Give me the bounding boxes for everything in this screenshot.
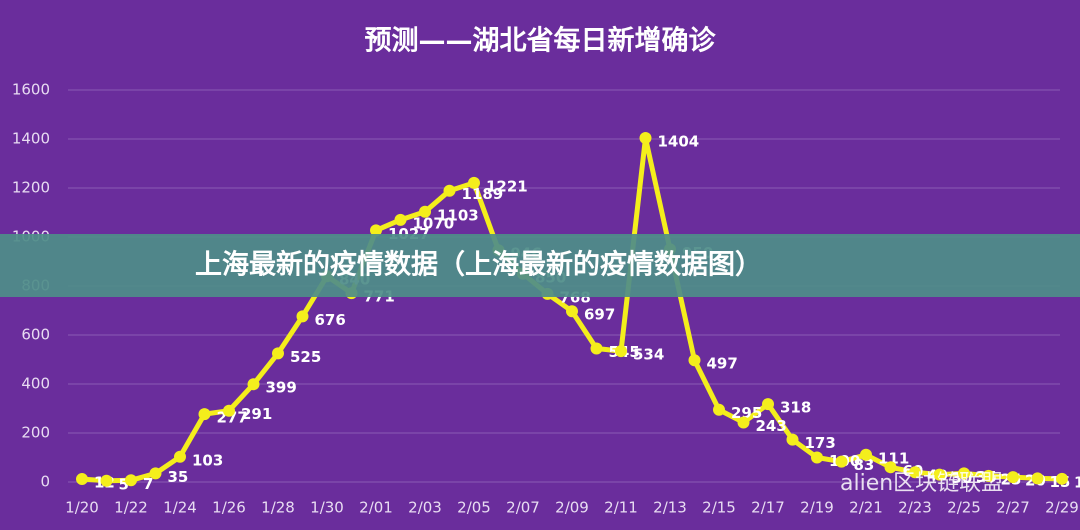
y-tick-label: 1400 — [12, 130, 50, 148]
point — [198, 408, 211, 421]
value-label: 173 — [805, 434, 836, 452]
point — [982, 469, 995, 482]
x-tick-label: 1/30 — [310, 499, 344, 517]
x-tick-label: 2/03 — [408, 499, 442, 517]
point — [615, 345, 627, 358]
value-label: 111 — [878, 449, 909, 467]
point — [149, 467, 162, 480]
x-tick-label: 2/13 — [653, 499, 687, 517]
x-tick-label: 2/23 — [898, 499, 932, 517]
x-tick-label: 2/05 — [457, 499, 491, 517]
x-tick-label: 1/28 — [261, 499, 295, 517]
value-label: 534 — [633, 346, 664, 364]
point — [884, 461, 897, 474]
value-label: 525 — [290, 348, 321, 366]
point — [76, 473, 88, 486]
value-label: 676 — [315, 311, 346, 329]
point — [762, 398, 774, 411]
point — [272, 347, 284, 360]
point — [566, 305, 578, 318]
watermark: alien区块链联盟 — [840, 471, 1003, 496]
y-tick-label: 200 — [21, 424, 50, 442]
point — [125, 474, 137, 487]
point — [811, 451, 823, 464]
point — [835, 455, 848, 468]
point — [468, 176, 480, 189]
x-tick-label: 2/21 — [849, 499, 883, 517]
value-label: 1189 — [462, 185, 504, 203]
point — [737, 416, 750, 429]
y-tick-label: 1600 — [12, 81, 50, 99]
point — [909, 466, 921, 479]
x-tick-label: 2/09 — [555, 499, 589, 517]
value-label: 103 — [192, 451, 223, 469]
value-label: 35 — [168, 468, 189, 486]
value-label: 5 — [119, 475, 129, 493]
chart-title: 预测——湖北省每日新增确诊 — [365, 25, 717, 57]
value-label: 697 — [584, 306, 615, 324]
point — [296, 310, 309, 323]
value-label: 1070 — [413, 214, 455, 232]
x-tick-label: 2/01 — [359, 499, 393, 517]
point — [419, 205, 431, 218]
point — [688, 354, 701, 367]
point — [1056, 472, 1068, 485]
point — [223, 404, 235, 417]
point — [443, 184, 456, 197]
point — [1031, 472, 1044, 485]
x-tick-label: 1/22 — [114, 499, 148, 517]
x-tick-label: 2/17 — [751, 499, 785, 517]
y-tick-label: 600 — [21, 326, 50, 344]
value-label: 295 — [731, 404, 762, 422]
point — [590, 342, 603, 355]
banner-bg — [0, 234, 1080, 297]
x-tick-label: 2/11 — [604, 499, 638, 517]
y-tick-label: 1200 — [12, 179, 50, 197]
y-tick-label: 0 — [40, 473, 50, 491]
point — [639, 132, 652, 145]
x-tick-label: 2/19 — [800, 499, 834, 517]
point — [860, 448, 872, 461]
value-label: 13 — [1074, 473, 1080, 491]
x-tick-label: 1/26 — [212, 499, 246, 517]
value-label: 1221 — [486, 177, 528, 195]
point — [174, 450, 186, 463]
point — [370, 224, 382, 237]
x-tick-label: 2/07 — [506, 499, 540, 517]
value-label: 1404 — [658, 133, 700, 151]
x-tick-label: 1/20 — [65, 499, 99, 517]
value-label: 291 — [241, 405, 272, 423]
banner: 上海最新的疫情数据（上海最新的疫情数据图） — [195, 249, 762, 281]
point — [247, 378, 260, 391]
value-label: 497 — [707, 355, 738, 373]
value-label: 1103 — [437, 206, 479, 224]
value-label: 399 — [266, 379, 297, 397]
x-tick-label: 1/24 — [163, 499, 197, 517]
x-tick-label: 2/27 — [996, 499, 1030, 517]
value-label: 318 — [780, 399, 811, 417]
value-label: 243 — [756, 417, 787, 435]
point — [713, 403, 725, 416]
x-tick-label: 2/15 — [702, 499, 736, 517]
point — [786, 433, 799, 446]
point — [933, 468, 946, 481]
x-tick-label: 2/29 — [1045, 499, 1079, 517]
point — [100, 474, 113, 487]
point — [1007, 471, 1019, 484]
x-tick-label: 2/25 — [947, 499, 981, 517]
point — [958, 467, 970, 480]
point — [394, 213, 407, 226]
y-tick-label: 400 — [21, 375, 50, 393]
value-label: 7 — [143, 475, 153, 493]
value-label: 83 — [854, 456, 875, 474]
